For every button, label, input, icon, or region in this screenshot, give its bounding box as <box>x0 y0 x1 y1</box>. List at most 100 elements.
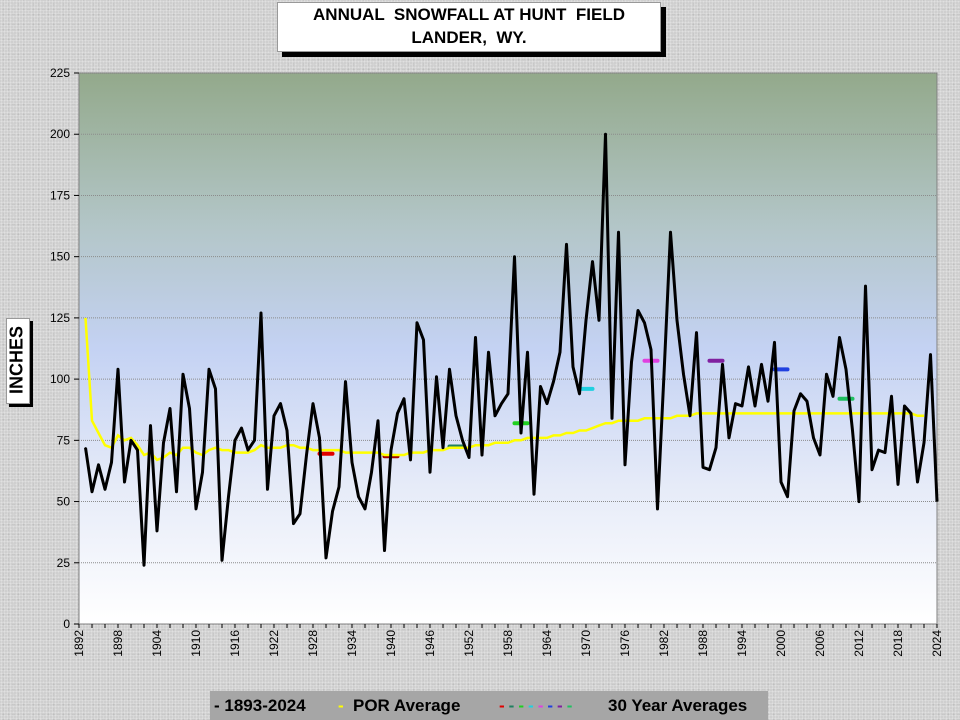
data-point-1906 <box>169 407 171 410</box>
y-tick-label: 225 <box>50 66 70 80</box>
x-tick-label: 1994 <box>735 630 749 657</box>
data-point-1938 <box>377 420 379 422</box>
x-tick-label: 1958 <box>501 630 515 657</box>
data-point-1994 <box>741 405 743 407</box>
legend-30yr-swatch: - <box>566 696 573 715</box>
data-point-1893 <box>84 447 87 449</box>
x-tick-label: 1904 <box>150 630 164 657</box>
data-point-1961 <box>526 351 529 353</box>
data-point-2014 <box>871 469 873 471</box>
data-point-1986 <box>689 415 691 417</box>
data-point-1901 <box>136 449 139 451</box>
data-point-2012 <box>858 500 860 503</box>
data-point-1941 <box>396 412 399 414</box>
y-tick-label: 175 <box>50 188 70 202</box>
data-point-1978 <box>637 309 639 312</box>
x-tick-label: 1940 <box>384 630 398 657</box>
data-point-1989 <box>708 469 711 471</box>
legend-por-swatch: - <box>338 696 344 715</box>
gridlines <box>79 72 937 564</box>
data-point-2000 <box>780 481 782 483</box>
y-axis-label: INCHES <box>6 325 27 395</box>
data-point-1912 <box>208 368 210 370</box>
data-point-1919 <box>253 439 256 441</box>
data-point-2004 <box>806 400 808 402</box>
legend-30yr-swatch: - <box>518 696 525 715</box>
data-point-1896 <box>104 488 106 490</box>
y-tick-label: 0 <box>63 617 70 631</box>
x-tick-label: 1898 <box>111 630 125 657</box>
data-point-1924 <box>286 429 288 432</box>
data-point-2016 <box>884 451 886 454</box>
y-axis-label-box <box>6 318 30 404</box>
data-point-1976 <box>624 464 626 466</box>
y-tick-label: 200 <box>50 127 70 141</box>
data-point-2018 <box>897 483 899 486</box>
x-tick-label: 1952 <box>462 630 476 657</box>
data-point-1990 <box>715 447 717 449</box>
data-point-1999 <box>773 341 776 343</box>
x-axis-ticks: 1892 1898 1904 1910 1916 1922 1928 1934 1940 1946… <box>72 624 944 657</box>
data-point-1916 <box>234 439 236 441</box>
data-point-1988 <box>702 466 704 468</box>
legend: - 1893-2024 - POR Average -------- 30 Ye… <box>210 691 768 720</box>
legend-30yr-swatch: - <box>499 696 505 715</box>
data-point-1945 <box>422 339 425 341</box>
data-point-1944 <box>416 322 418 324</box>
series-annual-snowfall-line <box>84 132 939 567</box>
data-point-1966 <box>559 351 561 353</box>
data-point-1900 <box>130 439 132 441</box>
chart-title-line1: ANNUAL SNOWFALL AT HUNT FIELD <box>313 5 625 24</box>
data-point-1955 <box>487 351 490 353</box>
data-point-1936 <box>364 508 366 510</box>
y-tick-label: 25 <box>57 556 71 570</box>
data-point-2003 <box>799 393 802 395</box>
x-tick-label: 2000 <box>774 630 788 657</box>
data-point-1997 <box>760 363 763 366</box>
data-point-2002 <box>793 410 795 412</box>
data-point-1951 <box>461 439 464 441</box>
data-point-1902 <box>143 564 145 566</box>
data-point-1967 <box>565 243 568 246</box>
plot-area <box>78 72 938 625</box>
data-point-1947 <box>435 376 438 378</box>
legend-item-30yr: 30 Year Averages <box>608 696 748 715</box>
data-point-1894 <box>91 491 93 493</box>
data-point-2013 <box>864 285 867 287</box>
data-point-1956 <box>494 415 496 417</box>
data-point-1921 <box>266 488 269 490</box>
data-point-1974 <box>611 417 613 419</box>
x-tick-label: 1892 <box>72 630 86 657</box>
x-tick-label: 1976 <box>618 630 632 657</box>
data-point-1962 <box>533 493 535 495</box>
y-tick-label: 50 <box>57 495 71 509</box>
data-point-1981 <box>656 508 659 510</box>
data-point-1909 <box>188 407 191 410</box>
data-point-1920 <box>260 312 262 314</box>
data-point-2015 <box>877 449 880 451</box>
data-point-1980 <box>650 349 652 351</box>
data-point-1937 <box>370 471 373 473</box>
data-point-1895 <box>97 464 100 466</box>
data-point-1959 <box>513 256 516 258</box>
x-tick-label: 1910 <box>189 630 203 657</box>
data-point-2017 <box>890 395 893 397</box>
data-point-2010 <box>845 368 847 370</box>
data-point-1910 <box>195 508 197 510</box>
data-point-1929 <box>318 437 321 439</box>
legend-30yr-swatch: - <box>528 696 534 715</box>
legend-30yr-swatch: - <box>557 696 563 715</box>
series-por-average-line <box>84 317 924 462</box>
data-point-1985 <box>682 373 685 375</box>
data-point-1983 <box>669 231 672 233</box>
legend-item-por: POR Average <box>353 696 461 715</box>
data-point-1987 <box>695 331 698 334</box>
data-point-1935 <box>357 496 360 498</box>
data-point-1992 <box>728 437 730 439</box>
data-point-1932 <box>338 486 340 488</box>
data-point-1964 <box>546 403 548 405</box>
y-tick-label: 100 <box>50 372 70 386</box>
data-point-1984 <box>676 319 678 321</box>
data-point-1971 <box>591 260 594 263</box>
